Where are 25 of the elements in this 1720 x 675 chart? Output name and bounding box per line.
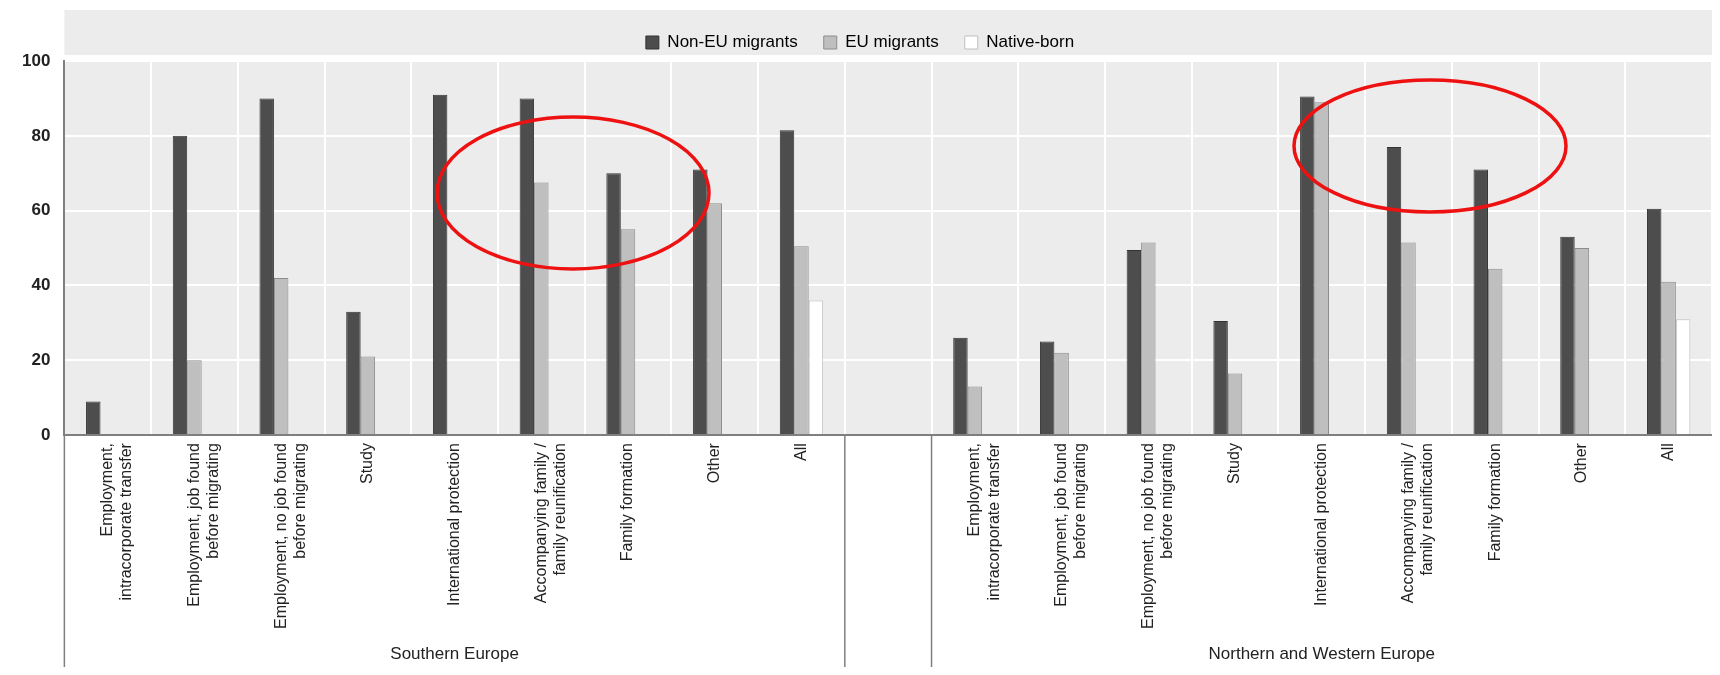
x-tick-label: All — [791, 443, 809, 461]
y-tick-label: 60 — [31, 200, 51, 220]
text: Southern Europe — [390, 644, 519, 664]
x-tick-label: International protection — [445, 443, 462, 606]
y-tick-label: 100 — [21, 50, 51, 70]
x-tick-label: All — [1659, 443, 1677, 461]
x-tick-label: Study — [358, 443, 376, 485]
x-tick-label: Family formation — [618, 443, 636, 562]
y-tick-label: 20 — [31, 349, 51, 369]
x-tick-label: Employment, intracorporate transfer — [98, 442, 135, 601]
legend-label: Native-born — [986, 32, 1075, 52]
x-tick-label: International protection — [1312, 443, 1330, 606]
y-tick-label: 80 — [31, 125, 51, 145]
x-tick-label: Accompanying family / family reunification — [531, 442, 568, 604]
x-tick-label: Employment, intracorporate transfer — [965, 442, 1002, 601]
x-tick-label: Study — [1225, 443, 1243, 485]
text: Northern and Western Europe — [1208, 644, 1436, 664]
y-tick-label: 40 — [31, 275, 51, 295]
legend-label: EU migrants — [845, 32, 939, 52]
x-tick-label: Accompanying family / family reunification — [1398, 442, 1436, 604]
legend-label: Non-EU migrants — [667, 32, 798, 52]
x-tick-label: Family formation — [1485, 443, 1503, 562]
y-tick-label: 0 — [40, 424, 51, 444]
x-tick-label: Other — [1572, 442, 1590, 484]
x-tick-label: Other — [705, 442, 723, 484]
